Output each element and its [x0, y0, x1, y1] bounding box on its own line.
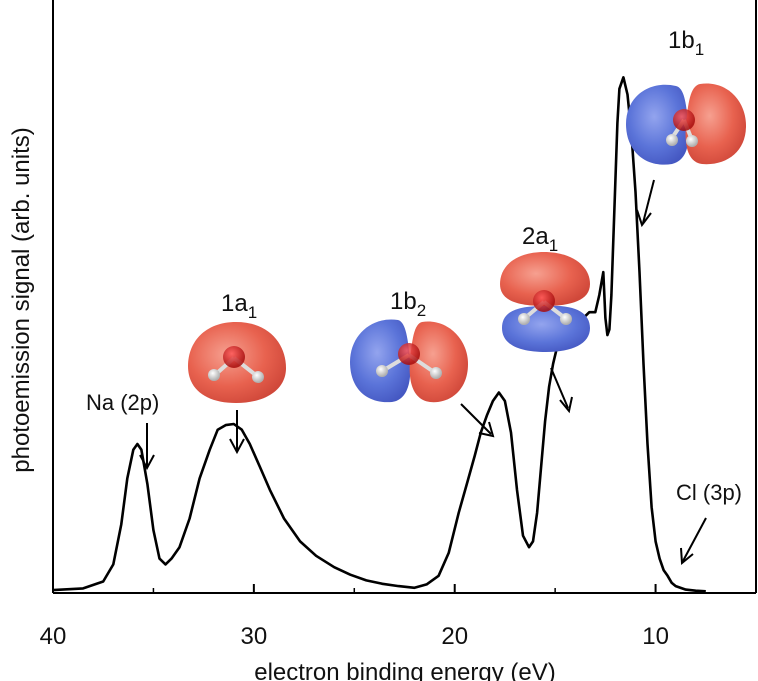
annotation-2a1: 2a1	[522, 223, 558, 255]
hydrogen-atom	[430, 367, 442, 379]
hydrogen-atom	[518, 313, 530, 325]
arrowhead-1a1	[229, 438, 245, 455]
oxygen-atom	[398, 343, 420, 365]
y-axis-label: photoemission signal (arb. units)	[8, 127, 35, 473]
arrowhead-1b1	[636, 209, 652, 228]
orbital-lobe-positive	[685, 83, 746, 165]
annotation-1a1: 1a1	[221, 290, 257, 322]
arrowhead-1b2	[478, 421, 495, 438]
spectrum-line	[52, 76, 706, 593]
hydrogen-atom	[560, 313, 572, 325]
x-axis-label: electron binding energy (eV)	[254, 659, 556, 681]
orbital-lobe-negative	[350, 319, 411, 403]
x-tick-label-20: 20	[441, 623, 468, 650]
hydrogen-atom	[666, 134, 678, 146]
x-tick-label-40: 40	[40, 623, 67, 650]
annotation-na-2p: Na (2p)	[86, 390, 159, 415]
arrowhead-2a1	[559, 396, 573, 414]
arrowhead-na-2p	[139, 454, 155, 471]
orbital-lobe-negative	[502, 305, 590, 352]
arrow-cl-3p	[682, 517, 707, 562]
orbital-1b2-image	[350, 319, 468, 403]
x-tick-labels: 40 30 20 10	[40, 623, 669, 650]
annotation-1b2: 1b2	[390, 288, 426, 320]
orbital-2a1-image	[500, 252, 590, 352]
annotation-cl-3p: Cl (3p)	[676, 480, 742, 505]
hydrogen-atom	[686, 135, 698, 147]
hydrogen-atom	[252, 371, 264, 383]
annotation-1b1: 1b1	[668, 27, 704, 59]
oxygen-atom	[223, 346, 245, 368]
oxygen-atom	[533, 290, 555, 312]
orbital-lobe-positive	[409, 321, 468, 403]
x-tick-label-10: 10	[642, 623, 669, 650]
arrow-2a1	[550, 367, 569, 409]
orbital-1a1-image	[188, 322, 286, 403]
hydrogen-atom	[376, 365, 388, 377]
x-ticks	[52, 584, 757, 593]
orbital-lobe-positive	[500, 252, 590, 306]
hydrogen-atom	[208, 369, 220, 381]
plot-frame	[52, 0, 757, 594]
arrow-1b1	[642, 179, 655, 224]
x-tick-label-30: 30	[241, 623, 268, 650]
orbital-1b1-image	[626, 83, 746, 165]
peak-annotations: Na (2p) 1a1 1b2 2a1 1b1 Cl (3p)	[86, 27, 742, 566]
arrow-1b2	[460, 403, 492, 435]
oxygen-atom	[673, 109, 695, 131]
arrowhead-cl-3p	[680, 547, 694, 566]
